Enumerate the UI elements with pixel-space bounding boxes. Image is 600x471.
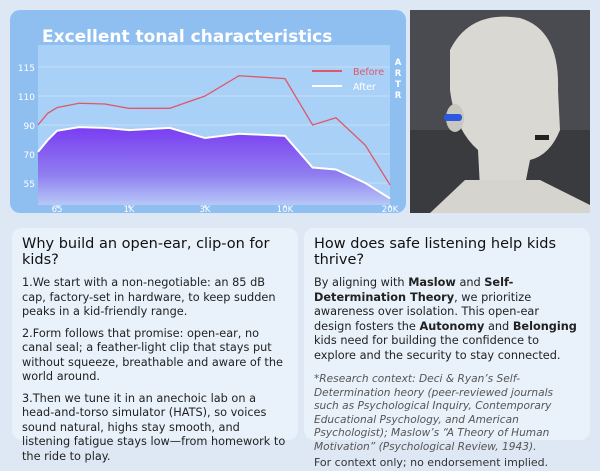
y-tick-label: 110 bbox=[18, 93, 35, 103]
x-tick-label: 65 bbox=[52, 205, 63, 213]
page: Excellent tonal characteristics 115 110 90… bbox=[10, 10, 590, 469]
y-tick-label: 115 bbox=[18, 64, 35, 74]
x-tick-label: 20K bbox=[382, 205, 399, 213]
chart: Excellent tonal characteristics 115 110 90… bbox=[10, 10, 406, 213]
text-run: By aligning with bbox=[314, 276, 409, 289]
text-run: Autonomy bbox=[419, 319, 485, 333]
right-panel: How does safe listening help kids thrive… bbox=[304, 228, 590, 469]
left-panel: Why build an open-ear, clip-on for kids?… bbox=[12, 228, 298, 463]
legend-label: Before bbox=[353, 67, 384, 78]
disclaimer: For context only; no endorsement implied… bbox=[314, 456, 549, 469]
y-tick-label: 70 bbox=[24, 151, 36, 161]
list-item: 1.We start with a non-negotiable: an 85 … bbox=[22, 276, 276, 318]
panel-title: Why build an open-ear, clip-on for kids? bbox=[22, 236, 270, 268]
y-tick-label: 55 bbox=[24, 180, 35, 190]
panel-title: How does safe listening help kids thrive… bbox=[314, 236, 557, 268]
text-run: and bbox=[484, 319, 513, 333]
text-run: and bbox=[455, 276, 485, 289]
line bbox=[37, 75, 391, 186]
text-run: Maslow bbox=[408, 276, 456, 289]
x-tick-label: 3K bbox=[200, 205, 211, 213]
x-tick-label: 10K bbox=[277, 205, 294, 213]
x-tick-label: 1K bbox=[124, 205, 135, 213]
text-run: Belonging bbox=[512, 319, 577, 333]
list-item: 2.Form follows that promise: open-ear, n… bbox=[22, 326, 283, 384]
chart-title: Excellent tonal characteristics bbox=[42, 27, 332, 47]
text-run: Self-Determination Theory bbox=[314, 276, 514, 304]
line bbox=[37, 126, 391, 200]
list-item: 3.Then we tune it in an anechoic lab on … bbox=[22, 391, 286, 463]
legend-label: After bbox=[353, 82, 376, 93]
product-photo bbox=[410, 10, 590, 213]
note: *Research context: Deci & Ryan’s Self-De… bbox=[314, 373, 554, 453]
text-run: kids need for building the confidence to… bbox=[314, 334, 561, 362]
area bbox=[38, 127, 390, 205]
text-run: , we prioritize awareness over isolation… bbox=[314, 290, 539, 333]
paragraph: By aligning with Maslow and Self-Determi… bbox=[314, 276, 580, 363]
y-tick-label: 90 bbox=[24, 122, 36, 132]
